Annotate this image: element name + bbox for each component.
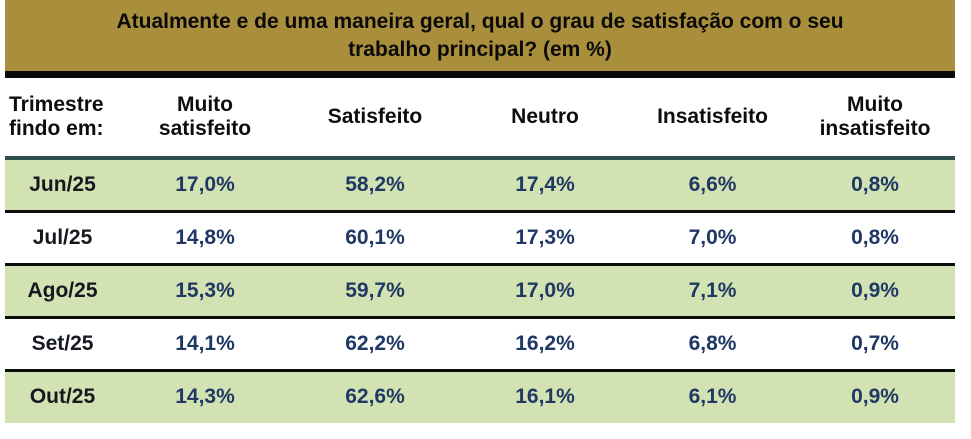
column-header-insatisfeito: Insatisfeito [657, 104, 768, 128]
value-cell: 14,8% [175, 225, 235, 249]
table-title: Atualmente e de uma maneira geral, qual … [5, 0, 955, 78]
table-row: Set/25 14,1% 62,2% 16,2% 6,8% 0,7% [5, 317, 955, 370]
value-cell: 0,9% [851, 278, 899, 302]
value-cell: 62,6% [345, 385, 405, 409]
value-cell: 14,1% [175, 331, 235, 355]
value-cell: 60,1% [345, 225, 405, 249]
value-cell: 7,0% [688, 225, 737, 249]
period-cell: Jun/25 [29, 172, 96, 196]
header-row: Trimestre findo em: Muito satisfeito Sat… [5, 78, 955, 158]
survey-table-slide: Atualmente e de uma maneira geral, qual … [5, 0, 955, 423]
value-cell: 59,7% [345, 278, 405, 302]
satisfaction-table: Trimestre findo em: Muito satisfeito Sat… [5, 78, 955, 423]
value-cell: 14,3% [175, 385, 235, 409]
column-header-neutro: Neutro [511, 104, 579, 128]
value-cell: 16,2% [515, 331, 575, 355]
column-header-trimestre: Trimestre findo em: [9, 92, 104, 140]
value-cell: 15,3% [175, 278, 235, 302]
value-cell: 58,2% [345, 172, 405, 196]
value-cell: 0,9% [851, 385, 899, 409]
value-cell: 0,7% [851, 331, 899, 355]
table-row: Ago/25 15,3% 59,7% 17,0% 7,1% 0,9% [5, 264, 955, 317]
period-cell: Ago/25 [27, 278, 98, 302]
value-cell: 6,1% [688, 385, 737, 409]
table-row: Out/25 14,3% 62,6% 16,1% 6,1% 0,9% [5, 370, 955, 423]
value-cell: 17,3% [515, 225, 575, 249]
column-header-satisfeito: Satisfeito [327, 104, 423, 128]
value-cell: 17,0% [175, 172, 235, 196]
period-cell: Out/25 [29, 385, 96, 409]
value-cell: 0,8% [851, 172, 899, 196]
period-cell: Jul/25 [32, 225, 93, 249]
value-cell: 17,0% [515, 278, 575, 302]
value-cell: 62,2% [345, 331, 405, 355]
table-row: Jun/25 17,0% 58,2% 17,4% 6,6% 0,8% [5, 158, 955, 211]
value-cell: 6,6% [688, 172, 737, 196]
value-cell: 7,1% [688, 278, 737, 302]
value-cell: 0,8% [851, 225, 899, 249]
table-row: Jul/25 14,8% 60,1% 17,3% 7,0% 0,8% [5, 211, 955, 264]
column-header-muito-satisfeito: Muito satisfeito [158, 92, 252, 140]
period-cell: Set/25 [31, 331, 94, 355]
value-cell: 16,1% [515, 385, 575, 409]
value-cell: 17,4% [515, 172, 575, 196]
column-header-muito-insatisfeito: Muito insatisfeito [819, 92, 931, 140]
value-cell: 6,8% [688, 331, 737, 355]
